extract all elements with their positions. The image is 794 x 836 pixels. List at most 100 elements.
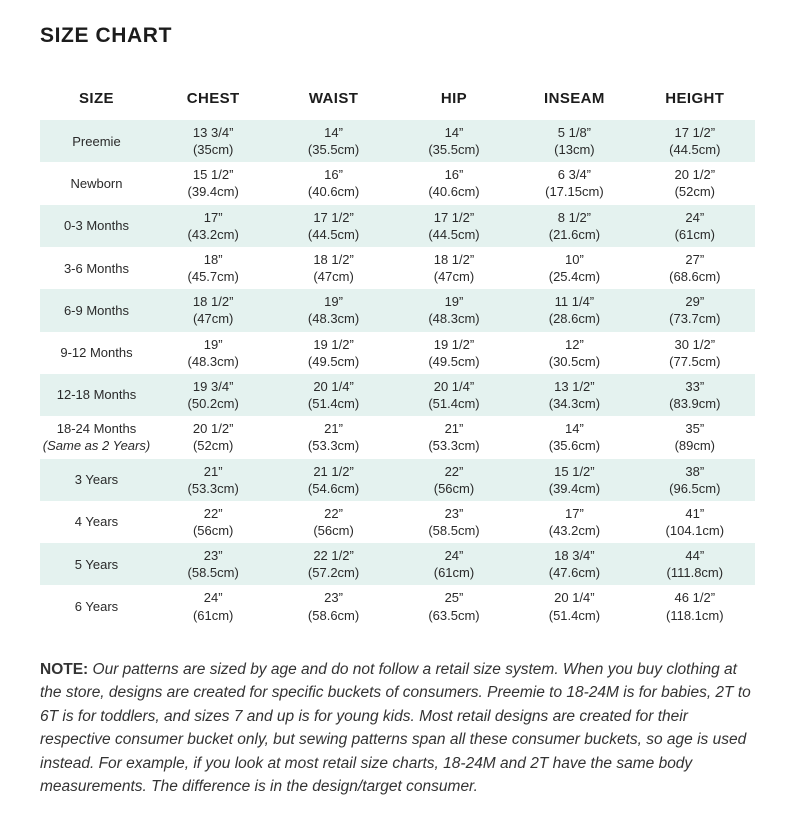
height-measurement: 17 1/2” (44.5cm) <box>669 125 721 158</box>
size-row-6-years: 6 Years 24” (61cm) 23” (58.6cm) 25” (63.5cm) 20… <box>40 585 755 627</box>
size-label: 9-12 Months <box>60 345 133 361</box>
size-label: 6 Years <box>74 599 119 615</box>
note: NOTE: Our patterns are sized by age and … <box>40 658 753 799</box>
size-label: 12-18 Months <box>56 387 137 403</box>
page-title: SIZE CHART <box>40 24 172 47</box>
inseam-measurement: 6 3/4” (17.15cm) <box>545 167 604 200</box>
hip-measurement: 25” (63.5cm) <box>428 590 480 623</box>
chest-measurement: 18 1/2” (47cm) <box>192 294 234 327</box>
waist-measurement: 17 1/2” (44.5cm) <box>307 209 360 242</box>
size-row-newborn: Newborn 15 1/2” (39.4cm) 16” (40.6cm) 16” (40.… <box>40 162 755 204</box>
size-label: 18-24 Months (Same as 2 Years) <box>42 421 151 454</box>
size-row-18-24-months: 18-24 Months (Same as 2 Years) 20 1/2” (52c… <box>40 416 755 458</box>
waist-measurement: 19” (48.3cm) <box>307 294 360 327</box>
waist-measurement: 18 1/2” (47cm) <box>313 251 354 285</box>
waist-measurement: 20 1/4” (51.4cm) <box>307 378 360 412</box>
column-header-size: SIZE <box>79 90 114 107</box>
chest-measurement: 17” (43.2cm) <box>187 209 239 242</box>
table-header: SIZE CHEST WAIST HIP INSEAM HEIGHT <box>40 84 755 120</box>
inseam-measurement: 15 1/2” (39.4cm) <box>548 463 601 496</box>
hip-measurement: 24” (61cm) <box>433 548 475 581</box>
note-label: NOTE: <box>40 660 89 678</box>
inseam-measurement: 12” (30.5cm) <box>548 336 601 369</box>
size-row-3-years: 3 Years 21” (53.3cm) 21 1/2” (54.6cm) 22” (56c… <box>40 458 755 501</box>
height-measurement: 44” (111.8cm) <box>666 548 724 581</box>
size-row-5-years: 5 Years 23” (58.5cm) 22 1/2” (57.2cm) 24” (61c… <box>40 543 755 586</box>
size-label-note: (Same as 2 Years) <box>42 438 151 454</box>
size-label: 4 Years <box>74 514 119 530</box>
waist-measurement: 23” (58.6cm) <box>307 590 360 623</box>
hip-measurement: 19 1/2” (49.5cm) <box>428 336 480 369</box>
waist-measurement: 19 1/2” (49.5cm) <box>307 336 360 369</box>
hip-measurement: 14” (35.5cm) <box>428 125 480 158</box>
inseam-measurement: 18 3/4” (47.6cm) <box>548 548 601 581</box>
height-measurement: 24” (61cm) <box>674 209 716 242</box>
height-measurement: 27” (68.6cm) <box>669 251 721 285</box>
hip-measurement: 22” (56cm) <box>433 463 475 496</box>
inseam-measurement: 5 1/8” (13cm) <box>554 125 595 158</box>
size-label: 5 Years <box>74 556 119 572</box>
hip-measurement: 17 1/2” (44.5cm) <box>428 209 480 242</box>
hip-measurement: 18 1/2” (47cm) <box>433 251 475 285</box>
size-label: 3-6 Months <box>63 260 129 276</box>
inseam-measurement: 11 1/4” (28.6cm) <box>548 294 601 327</box>
size-row-4-years: 4 Years 22” (56cm) 22” (56cm) 23” (58.5cm) 17”(… <box>40 501 755 543</box>
size-row-6-9-months: 6-9 Months 18 1/2” (47cm) 19” (48.3cm) 19” (48… <box>40 289 755 332</box>
height-measurement: 30 1/2” (77.5cm) <box>669 336 721 369</box>
inseam-measurement: 20 1/4” (51.4cm) <box>548 590 601 623</box>
hip-measurement: 19” (48.3cm) <box>428 294 480 327</box>
column-header-hip: HIP <box>440 90 468 107</box>
chest-measurement: 18” (45.7cm) <box>187 251 239 285</box>
height-measurement: 38” (96.5cm) <box>669 463 721 496</box>
column-header-chest: CHEST <box>186 90 240 107</box>
column-header-inseam: INSEAM <box>544 90 605 107</box>
height-measurement: 46 1/2” (118.1cm) <box>666 590 724 623</box>
chest-measurement: 19 3/4” (50.2cm) <box>187 378 239 412</box>
size-label: 3 Years <box>74 472 119 488</box>
size-row-9-12-months: 9-12 Months 19” (48.3cm) 19 1/2” (49.5cm) 19 … <box>40 332 755 374</box>
size-row-3-6-months: 3-6 Months 18” (45.7cm) 18 1/2” (47cm) 18 1/2… <box>40 247 755 289</box>
hip-measurement: 16” (40.6cm) <box>428 167 480 200</box>
size-chart-table: SIZE CHEST WAIST HIP INSEAM HEIGHT Preemie 13 … <box>40 84 755 628</box>
size-row-preemie: Preemie 13 3/4” (35cm) 14” (35.5cm) 14” (35.5c… <box>40 120 755 163</box>
hip-measurement: 21” (53.3cm) <box>428 421 480 454</box>
size-label: Preemie <box>72 133 121 149</box>
chest-measurement: 22” (56cm) <box>192 505 234 538</box>
chest-measurement: 20 1/2” (52cm) <box>192 421 234 454</box>
height-measurement: 35” (89cm) <box>674 421 716 454</box>
size-label: 6-9 Months <box>63 302 129 318</box>
waist-measurement: 22 1/2” (57.2cm) <box>307 548 360 581</box>
hip-measurement: 20 1/4” (51.4cm) <box>428 378 480 412</box>
chest-measurement: 19” (48.3cm) <box>187 336 239 369</box>
waist-measurement: 21 1/2” (54.6cm) <box>307 463 360 496</box>
note-text: Our patterns are sized by age and do not… <box>40 660 751 796</box>
chest-measurement: 13 3/4” (35cm) <box>192 125 234 158</box>
chest-measurement: 24” (61cm) <box>192 590 234 623</box>
chest-measurement: 15 1/2” (39.4cm) <box>187 167 239 200</box>
header-row: SIZE CHEST WAIST HIP INSEAM HEIGHT <box>40 84 755 120</box>
inseam-measurement: 8 1/2” (21.6cm) <box>548 209 601 242</box>
size-row-0-3-months: 0-3 Months 17” (43.2cm) 17 1/2” (44.5cm) 17 1… <box>40 204 755 247</box>
waist-measurement: 21” (53.3cm) <box>307 421 360 454</box>
size-label: Newborn <box>70 175 123 191</box>
height-measurement: 41” (104.1cm) <box>665 505 725 538</box>
inseam-measurement: 13 1/2” (34.3cm) <box>548 378 601 412</box>
hip-measurement: 23” (58.5cm) <box>428 505 480 538</box>
column-header-height: HEIGHT <box>665 90 725 107</box>
inseam-measurement: 10” (25.4cm) <box>548 251 601 285</box>
inseam-measurement: 14” (35.6cm) <box>548 421 601 454</box>
height-measurement: 29” (73.7cm) <box>669 294 721 327</box>
chest-measurement: 23” (58.5cm) <box>187 548 239 581</box>
chest-measurement: 21” (53.3cm) <box>187 463 239 496</box>
height-measurement: 33” (83.9cm) <box>669 378 721 412</box>
waist-measurement: 16” (40.6cm) <box>307 167 360 200</box>
inseam-measurement: 17” (43.2cm) <box>548 505 601 538</box>
waist-measurement: 14” (35.5cm) <box>307 125 360 158</box>
size-label: 0-3 Months <box>63 218 129 234</box>
size-row-12-18-months: 12-18 Months 19 3/4” (50.2cm) 20 1/4” (51.4c… <box>40 373 755 417</box>
waist-measurement: 22” (56cm) <box>313 505 354 538</box>
table-body: Preemie 13 3/4” (35cm) 14” (35.5cm) 14” (35.5c… <box>40 120 755 628</box>
height-measurement: 20 1/2” (52cm) <box>674 167 716 200</box>
column-header-waist: WAIST <box>308 90 359 107</box>
